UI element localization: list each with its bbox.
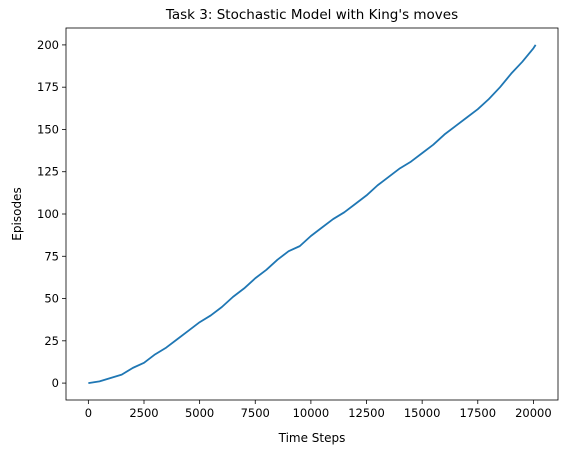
y-tick-label: 75: [44, 249, 59, 263]
y-tick-label: 0: [52, 376, 59, 390]
x-tick-label: 15000: [404, 406, 441, 420]
y-tick-label: 200: [37, 38, 59, 52]
x-tick-label: 20000: [515, 406, 552, 420]
x-tick-label: 7500: [241, 406, 270, 420]
x-axis-label: Time Steps: [278, 431, 346, 445]
y-tick-label: 100: [37, 207, 59, 221]
data-line: [88, 44, 537, 384]
x-tick-label: 0: [85, 406, 92, 420]
y-tick-label: 175: [37, 80, 59, 94]
y-tick-label: 150: [37, 122, 59, 136]
y-tick-label: 50: [44, 292, 59, 306]
x-tick-label: 12500: [348, 406, 385, 420]
plot-frame: [65, 27, 559, 401]
x-tick-label: 2500: [129, 406, 158, 420]
y-axis-label: Episodes: [10, 187, 24, 240]
y-tick-label: 125: [37, 165, 59, 179]
chart-title: Task 3: Stochastic Model with King's mov…: [165, 7, 458, 23]
x-tick-label: 10000: [293, 406, 330, 420]
x-tick-label: 17500: [459, 406, 496, 420]
y-tick-label: 25: [44, 334, 59, 348]
x-tick-label: 5000: [185, 406, 214, 420]
